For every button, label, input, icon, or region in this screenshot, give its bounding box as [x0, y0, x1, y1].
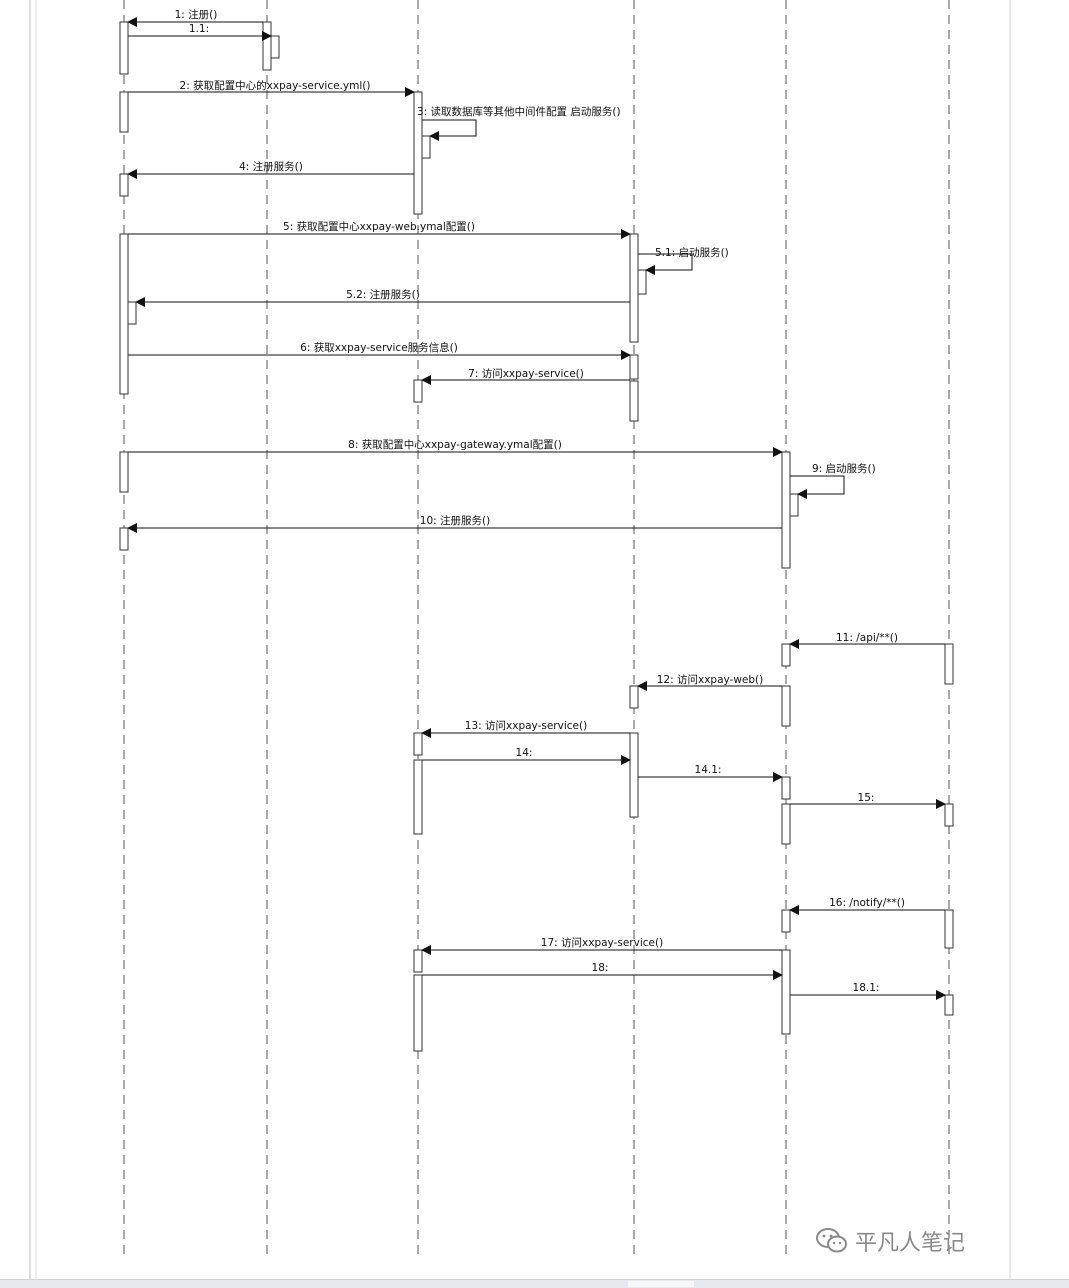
message-labels: 1: 注册() 1.1: 2: 获取配置中心的xxpay-service.yml… — [175, 8, 905, 994]
activation-box — [944, 803, 954, 827]
message-label: 14: — [516, 747, 533, 759]
activation-box — [119, 91, 129, 133]
self-message-arrow — [638, 253, 693, 275]
activation-box — [413, 974, 423, 1052]
activation-box — [119, 21, 129, 75]
wechat-icon — [816, 1228, 847, 1253]
scrollbar-thumb[interactable] — [628, 1281, 694, 1287]
activation-box — [629, 354, 639, 380]
activation-box — [413, 732, 423, 756]
message-label: 8: 获取配置中心xxpay-gateway.ymal配置() — [348, 438, 562, 451]
activation-box — [413, 759, 423, 835]
lifelines — [123, 0, 950, 1260]
message-label: 5: 获取配置中心xxpay-web.ymal配置() — [283, 220, 475, 233]
message-label: 16: /notify/**() — [829, 897, 905, 909]
self-message-arrow — [790, 475, 845, 499]
message-label: 2: 获取配置中心的xxpay-service.yml() — [180, 79, 371, 92]
message-label: 7: 访问xxpay-service() — [468, 367, 584, 380]
activation-box — [119, 233, 129, 395]
activation-box — [781, 451, 791, 569]
message-label: 3: 读取数据库等其他中间件配置 启动服务() — [417, 105, 621, 118]
watermark: 平凡人笔记 — [815, 1224, 965, 1258]
activation-box — [629, 380, 639, 422]
activation-box — [781, 949, 791, 1035]
message-label: 11: /api/**() — [836, 632, 898, 644]
horizontal-scrollbar[interactable] — [0, 1279, 1069, 1288]
activation-box — [629, 233, 639, 343]
activation-box — [781, 776, 791, 800]
message-label: 13: 访问xxpay-service() — [465, 719, 587, 732]
activation-box — [781, 685, 791, 727]
message-label: 6: 获取xxpay-service服务信息() — [300, 341, 458, 354]
activation-box — [127, 301, 137, 325]
activation-box — [421, 135, 431, 159]
message-label: 14.1: — [695, 764, 722, 776]
activation-box — [781, 643, 791, 667]
message-label: 9: 启动服务() — [812, 462, 876, 475]
self-message-arrow — [422, 119, 477, 141]
message-label: 1: 注册() — [175, 8, 218, 21]
activation-box — [413, 379, 423, 403]
activation-box — [944, 909, 954, 949]
activation-box — [119, 527, 129, 551]
message-arrows — [127, 17, 946, 1000]
activation-box — [270, 35, 280, 59]
activation-box — [262, 21, 272, 71]
message-label: 18.1: — [853, 982, 880, 994]
message-label: 10: 注册服务() — [420, 514, 490, 527]
activations — [119, 21, 954, 1052]
activation-box — [944, 643, 954, 685]
message-label: 5.1: 启动服务() — [655, 246, 729, 259]
message-label: 4: 注册服务() — [239, 160, 303, 173]
message-label: 15: — [858, 792, 875, 804]
message-label: 5.2: 注册服务() — [346, 288, 420, 301]
watermark-text: 平凡人笔记 — [855, 1231, 966, 1256]
activation-box — [629, 732, 639, 818]
message-label: 18: — [592, 962, 609, 974]
activation-box — [629, 685, 639, 709]
message-label: 17: 访问xxpay-service() — [541, 936, 663, 949]
message-label: 1.1: — [189, 23, 209, 35]
activation-box — [781, 803, 791, 845]
activation-box — [637, 269, 647, 295]
activation-box — [944, 994, 954, 1016]
activation-box — [119, 173, 129, 197]
message-label: 12: 访问xxpay-web() — [657, 673, 764, 686]
activation-box — [781, 909, 791, 933]
activation-box — [119, 451, 129, 493]
activation-box — [413, 949, 423, 973]
activation-box — [789, 493, 799, 517]
